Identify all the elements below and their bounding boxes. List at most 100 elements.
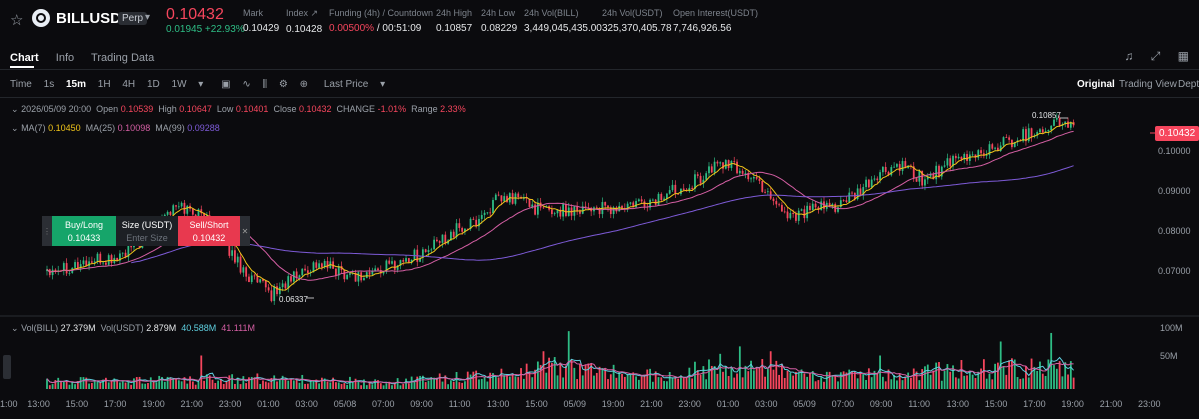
indicator-icon[interactable]: ∿ — [242, 79, 251, 90]
interval-4h[interactable]: 4H — [122, 79, 136, 90]
candle-body — [191, 208, 194, 215]
close-icon[interactable]: ✕ — [240, 216, 250, 246]
buy-long-button[interactable]: Buy/Long 0.10433 — [52, 216, 116, 246]
view-original[interactable]: Original — [1077, 79, 1115, 90]
view-trading-view[interactable]: Trading View — [1119, 79, 1177, 90]
volume-bar — [744, 365, 747, 389]
candle-body — [755, 177, 758, 179]
candle-body — [536, 202, 539, 215]
x-tick-label: 13:00 — [486, 399, 510, 409]
vol-ma1-value: 40.588M — [181, 323, 217, 333]
crosshair-icon[interactable]: ⊕ — [299, 79, 309, 90]
volume-bar — [82, 377, 85, 389]
size-input[interactable]: Size (USDT) Enter Size — [116, 216, 178, 246]
candle-body — [921, 170, 924, 186]
candle-body — [472, 218, 475, 220]
chart-toolbar: Time 1s 15m 1H 4H 1D 1W ▾ ▣ ∿ ⫼ ⚙ ⊕ Last… — [10, 79, 394, 90]
settings-icon[interactable]: ⚙ — [278, 79, 288, 90]
stat-funding: Funding (4h) / Countdown 0.00500% / 00:5… — [329, 8, 433, 34]
candle-body — [901, 161, 904, 171]
candle-body — [741, 170, 744, 174]
volume-bar — [898, 373, 901, 389]
alert-bell-icon[interactable]: ♫ — [1124, 49, 1134, 63]
volume-bar — [870, 377, 873, 389]
legend-collapse-icon[interactable]: ⌄ — [11, 104, 19, 114]
volume-bar — [309, 380, 312, 389]
candle-type-icon[interactable]: ⫼ — [262, 79, 268, 90]
candle-body — [867, 179, 870, 188]
volume-bar — [615, 377, 618, 389]
candle-body — [127, 244, 130, 258]
volume-bar — [985, 378, 988, 389]
sell-short-button[interactable]: Sell/Short 0.10432 — [178, 216, 240, 246]
chart-top-icons: ♫ ⤢ ▦ — [1110, 49, 1189, 64]
volume-bar — [915, 371, 918, 389]
volume-bar — [1016, 377, 1019, 389]
stat-24h-vol-usdt: 24h Vol(USDT) 325,370,405.78 — [602, 8, 672, 34]
drag-handle-icon[interactable]: ⋮ — [42, 216, 52, 246]
pane-resize-handle[interactable] — [3, 355, 11, 379]
volume-bar — [278, 379, 281, 389]
calendar-icon[interactable]: ▣ — [221, 79, 231, 90]
candle-body — [671, 184, 674, 191]
x-tick-label: 13:00 — [946, 399, 970, 409]
candle-body — [640, 199, 643, 202]
candle-body — [276, 286, 278, 295]
volume-bar — [971, 374, 974, 389]
candle-body — [248, 276, 250, 283]
candle-body — [688, 187, 691, 192]
vol-usdt-value: 2.879M — [146, 323, 177, 333]
candle-body — [994, 147, 996, 149]
volume-bar — [298, 382, 301, 389]
volume-bar — [649, 368, 651, 389]
volume-bar — [163, 381, 166, 389]
symbol-name[interactable]: BILLUSDT — [56, 10, 131, 27]
volume-bar — [926, 364, 929, 389]
interval-1w[interactable]: 1W — [171, 79, 187, 90]
candle-body — [256, 276, 259, 283]
grid-layout-icon[interactable]: ▦ — [1177, 49, 1189, 63]
volume-bar — [497, 377, 500, 389]
volume-bar — [304, 383, 306, 389]
interval-1d[interactable]: 1D — [146, 79, 160, 90]
high-value: 0.10647 — [179, 104, 212, 114]
tab-chart[interactable]: Chart — [10, 52, 39, 64]
volume-bar — [867, 368, 870, 389]
volume-bar — [349, 376, 351, 389]
volume-bar — [135, 377, 138, 389]
tab-trading-data[interactable]: Trading Data — [91, 52, 155, 64]
legend-collapse-icon[interactable]: ⌄ — [11, 123, 19, 133]
interval-15m[interactable]: 15m — [65, 79, 86, 90]
view-depth[interactable]: Depth — [1178, 79, 1199, 90]
interval-1h[interactable]: 1H — [97, 79, 111, 90]
candle-body — [1053, 119, 1055, 126]
volume-bar — [727, 376, 730, 389]
legend-collapse-icon[interactable]: ⌄ — [11, 323, 19, 333]
candle-body — [506, 196, 508, 203]
symbol-dropdown-icon[interactable]: ▾ — [145, 12, 151, 23]
candle-body — [977, 150, 980, 158]
volume-bar — [464, 381, 466, 389]
volume-bar — [612, 364, 615, 389]
interval-dropdown-icon[interactable]: ▾ — [198, 79, 204, 90]
high-marker-label: 0.10857 — [1032, 111, 1061, 120]
tab-info[interactable]: Info — [55, 52, 75, 64]
favorite-star-icon[interactable]: ☆ — [10, 12, 24, 29]
candle-body — [806, 205, 809, 219]
candle-body — [870, 179, 873, 188]
volume-bar — [262, 380, 264, 389]
interval-1s[interactable]: 1s — [43, 79, 55, 90]
expand-icon[interactable]: ⤢ — [1150, 49, 1161, 63]
chevron-down-icon[interactable]: ▾ — [380, 79, 386, 90]
external-link-icon[interactable]: ↗ — [310, 8, 319, 18]
volume-bar — [694, 361, 696, 389]
candle-body — [93, 261, 96, 263]
candle-body — [985, 154, 988, 156]
volume-bar — [991, 379, 994, 389]
contract-badge: Perp — [118, 12, 148, 25]
candle-body — [427, 249, 430, 253]
price-type-select[interactable]: Last Price — [323, 79, 369, 90]
low-marker-label: 0.06337 — [279, 295, 308, 304]
candle-body — [262, 279, 264, 281]
